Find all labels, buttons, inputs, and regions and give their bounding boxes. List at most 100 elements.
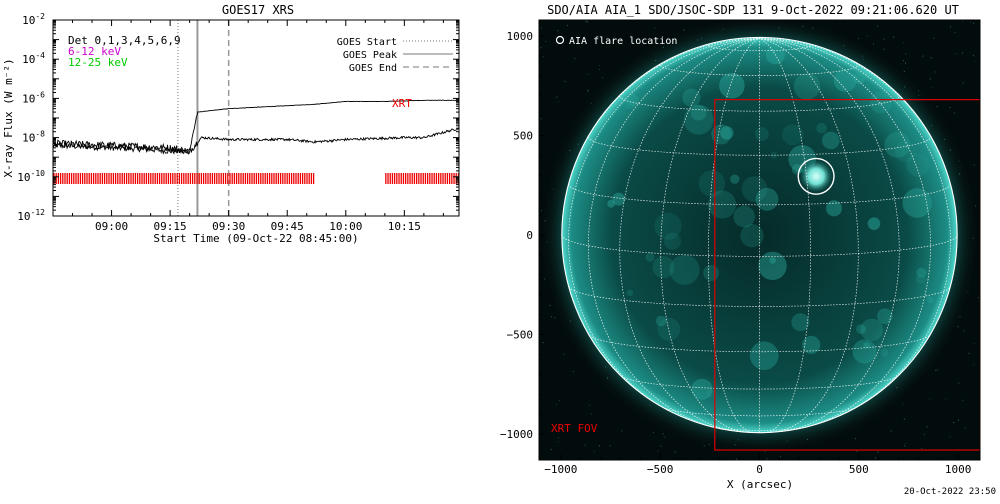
noise-speck xyxy=(674,451,676,453)
footer-timestamp: 20-Oct-2022 23:50 xyxy=(903,487,996,497)
disk-texture-blob xyxy=(669,254,700,285)
noise-speck xyxy=(683,29,685,31)
noise-speck xyxy=(664,436,666,438)
aia-x-axis-label: X (arcsec) xyxy=(727,478,793,491)
noise-speck xyxy=(609,445,611,447)
noise-speck xyxy=(959,167,961,169)
noise-speck xyxy=(890,430,892,432)
noise-speck xyxy=(955,53,957,55)
noise-speck xyxy=(806,439,808,440)
noise-speck xyxy=(917,90,919,92)
noise-speck xyxy=(584,444,586,446)
noise-speck xyxy=(556,404,558,406)
goes-x-axis-label: Start Time (09-Oct-22 08:45:00) xyxy=(153,232,358,245)
disk-texture-blob xyxy=(769,257,777,264)
disk-texture-blob xyxy=(691,378,713,400)
goes-legend-events: GOES Start GOES Peak GOES End xyxy=(337,37,453,74)
x-tick-label: 09:15 xyxy=(154,220,187,233)
grid-line xyxy=(712,426,807,431)
y-tick-label: 10-4 xyxy=(22,51,45,66)
aia-x-axis: −1000 −500 0 500 1000 xyxy=(544,454,971,476)
noise-speck xyxy=(883,38,885,40)
noise-speck xyxy=(954,31,956,33)
noise-speck xyxy=(958,419,959,421)
y-tick-label: 1000 xyxy=(507,30,534,43)
xrt-fov-rect xyxy=(714,99,980,451)
noise-speck xyxy=(545,40,547,42)
grid-line xyxy=(660,38,760,433)
noise-speck xyxy=(934,71,936,73)
aia-image-plot: SDO/AIA AIA_1 SDO/JSOC-SDP 131 9-Oct-202… xyxy=(500,3,981,491)
noise-speck xyxy=(598,65,600,67)
noise-speck xyxy=(654,27,656,29)
noise-speck xyxy=(949,436,951,438)
noise-speck xyxy=(655,60,657,61)
x-tick-label: −1000 xyxy=(544,463,577,476)
noise-speck xyxy=(935,369,937,371)
grid-line xyxy=(759,38,951,418)
aia-legend-marker xyxy=(555,35,565,45)
heliographic-grid xyxy=(561,36,958,434)
aia-title: SDO/AIA AIA_1 SDO/JSOC-SDP 131 9-Oct-202… xyxy=(547,3,959,17)
noise-speck xyxy=(931,86,933,88)
disk-texture-blob xyxy=(816,123,827,134)
disk-texture-blob xyxy=(657,317,681,341)
noise-speck xyxy=(929,78,931,80)
noise-speck xyxy=(599,68,601,70)
disk-texture-blob xyxy=(719,72,745,99)
disk-texture-blob xyxy=(915,274,926,284)
disk-texture-blob xyxy=(895,140,917,162)
disk-texture-blob xyxy=(749,341,779,371)
noise-speck xyxy=(556,96,558,98)
noise-speck xyxy=(587,89,589,91)
noise-speck xyxy=(931,124,933,126)
disk-texture-blob xyxy=(682,88,701,107)
noise-speck xyxy=(552,188,554,190)
noise-speck xyxy=(587,73,589,75)
noise-speck xyxy=(662,433,664,435)
noise-speck xyxy=(918,94,920,96)
noise-speck xyxy=(786,440,788,442)
noise-speck xyxy=(926,426,928,428)
noise-speck xyxy=(961,52,963,54)
disk-texture-blob xyxy=(880,348,889,357)
noise-speck xyxy=(802,26,804,28)
noise-speck xyxy=(766,458,768,460)
noise-speck xyxy=(970,21,972,23)
noise-speck xyxy=(856,450,858,452)
legend-detector-entry: Det 0,1,3,4,5,6,9 xyxy=(68,34,181,47)
grid-line xyxy=(759,38,900,432)
disk-texture-blob xyxy=(652,256,675,279)
noise-speck xyxy=(564,81,566,82)
goes-y-axis-label: X-ray Flux (W m⁻²) xyxy=(2,58,15,177)
y-tick-label: 10-12 xyxy=(17,208,45,223)
noise-speck xyxy=(554,317,556,319)
noise-speck xyxy=(968,353,970,354)
noise-speck xyxy=(544,220,546,222)
noise-speck xyxy=(657,450,659,452)
disk-texture-blob xyxy=(853,72,866,84)
noise-speck xyxy=(703,445,705,447)
noise-speck xyxy=(577,143,579,145)
noise-speck xyxy=(924,433,925,435)
noise-speck xyxy=(607,377,608,379)
disk-texture-blob xyxy=(802,335,821,354)
noise-speck xyxy=(953,422,955,423)
x-tick-label: 09:00 xyxy=(95,220,128,233)
noise-speck xyxy=(973,343,975,345)
noise-speck xyxy=(586,21,588,23)
xrt-coverage-bars xyxy=(53,173,460,184)
xrt-fov-label: XRT FOV xyxy=(551,422,598,435)
noise-speck xyxy=(953,112,955,114)
noise-speck xyxy=(905,53,907,55)
noise-speck xyxy=(958,160,960,162)
y-tick-label: 10-2 xyxy=(22,12,45,27)
xrt-label: XRT xyxy=(392,97,412,110)
noise-speck xyxy=(569,320,571,322)
aia-legend: AIA flare location xyxy=(555,35,677,47)
noise-speck xyxy=(839,20,841,22)
disk-texture-blob xyxy=(782,124,804,146)
goes-x-axis: 09:00 09:15 09:30 09:45 10:00 10:15 xyxy=(52,20,444,233)
grid-line xyxy=(589,334,930,353)
x-tick-label: −500 xyxy=(647,463,674,476)
